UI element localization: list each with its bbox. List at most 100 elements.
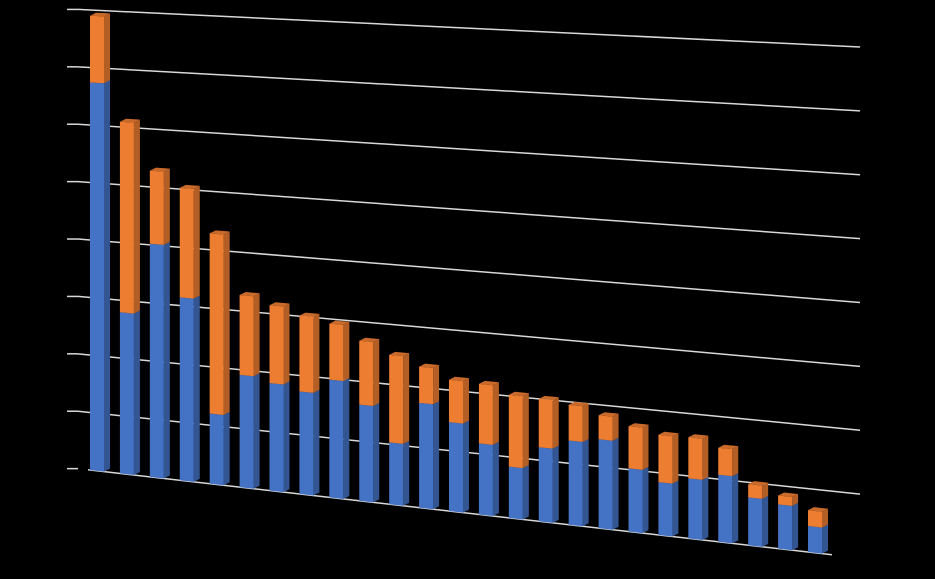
bar-side (792, 494, 799, 506)
bar-top (628, 423, 649, 428)
bar-side (133, 310, 140, 476)
bar-front (658, 482, 673, 537)
bar-segment (359, 403, 380, 503)
bar-front (299, 391, 314, 496)
bar-front (718, 447, 733, 477)
bar-segment (359, 337, 380, 407)
bar-front (299, 315, 314, 393)
bar-segment (598, 437, 619, 530)
bar-top (508, 391, 529, 397)
bar-segment (778, 492, 799, 506)
bar-top (389, 351, 410, 357)
bar-side (403, 440, 410, 506)
bar-side (762, 482, 769, 499)
bar-top (239, 292, 260, 297)
bar-segment (658, 480, 679, 537)
bar-top (299, 312, 320, 317)
bar-front (748, 484, 763, 499)
bar-segment (239, 292, 260, 377)
bar-segment (508, 391, 529, 469)
bar-segment (329, 320, 350, 381)
bar-segment (179, 295, 200, 482)
bar-side (193, 295, 200, 482)
bar-front (359, 340, 374, 407)
grid-line (77, 238, 861, 304)
bar-front (269, 305, 284, 385)
bar-segment (748, 495, 769, 547)
bar-side (822, 524, 828, 554)
bar-side (702, 435, 709, 480)
bar-segment (718, 444, 739, 477)
bar-top (329, 320, 350, 325)
bar-segment (508, 465, 529, 520)
bar-segment (119, 118, 140, 314)
bar-side (522, 393, 529, 469)
bar-front (658, 434, 673, 484)
bar-segment (90, 80, 110, 472)
bar-front (718, 474, 733, 544)
bar-front (778, 504, 793, 551)
bar-segment (718, 473, 739, 544)
bar-segment (568, 438, 589, 527)
bar-segment (748, 481, 769, 499)
bar-front (449, 422, 463, 513)
bar-front (748, 497, 763, 547)
bar-side (133, 119, 140, 314)
bar-front (688, 437, 703, 480)
bar-top (419, 363, 440, 369)
bar-front (508, 394, 523, 469)
bar-side (283, 303, 290, 385)
bar-side (552, 445, 559, 523)
bar-segment (90, 12, 110, 84)
bar-top (748, 481, 769, 486)
bar-front (239, 295, 254, 377)
bar-side (463, 378, 469, 424)
grid-line (77, 295, 861, 368)
bar-front (209, 233, 224, 415)
bar-front (179, 187, 194, 299)
grid-line (77, 66, 861, 112)
bar-side (732, 473, 739, 544)
bar-side (373, 338, 380, 407)
bar-side (223, 231, 230, 415)
bar-front (478, 383, 493, 445)
bar-front (598, 439, 613, 530)
grid-line (77, 123, 861, 176)
bar-front (568, 404, 583, 442)
bar-side (642, 466, 649, 534)
bar-side (642, 424, 649, 470)
bar-side (792, 502, 799, 551)
bar-side (433, 365, 440, 405)
bar-front (329, 323, 344, 381)
bar-segment (209, 230, 230, 415)
bar-segment (688, 476, 709, 540)
bar-segment (598, 412, 619, 441)
bar-front (628, 426, 643, 470)
bar-side (104, 13, 110, 84)
bar-side (822, 508, 828, 528)
bar-front (538, 447, 553, 523)
bar-front (149, 170, 164, 245)
bar-segment (478, 441, 499, 517)
bar-side (612, 437, 619, 530)
bar-segment (389, 351, 410, 444)
bar-segment (688, 434, 709, 480)
bar-side (283, 381, 290, 493)
bar-top (598, 412, 619, 417)
bar-side (702, 476, 709, 540)
bar-segment (179, 184, 200, 299)
bar-side (223, 411, 230, 486)
bar-segment (269, 381, 290, 493)
bar-segment (239, 373, 260, 489)
bar-side (343, 321, 350, 381)
bar-front (688, 478, 703, 540)
bar-side (104, 80, 110, 472)
bar-side (163, 241, 170, 479)
bar-segment (568, 401, 589, 442)
bar-front (419, 402, 434, 510)
bar-front (568, 440, 583, 527)
bar-top (149, 167, 170, 172)
bar-segment (808, 524, 828, 554)
bar-top (718, 444, 739, 450)
